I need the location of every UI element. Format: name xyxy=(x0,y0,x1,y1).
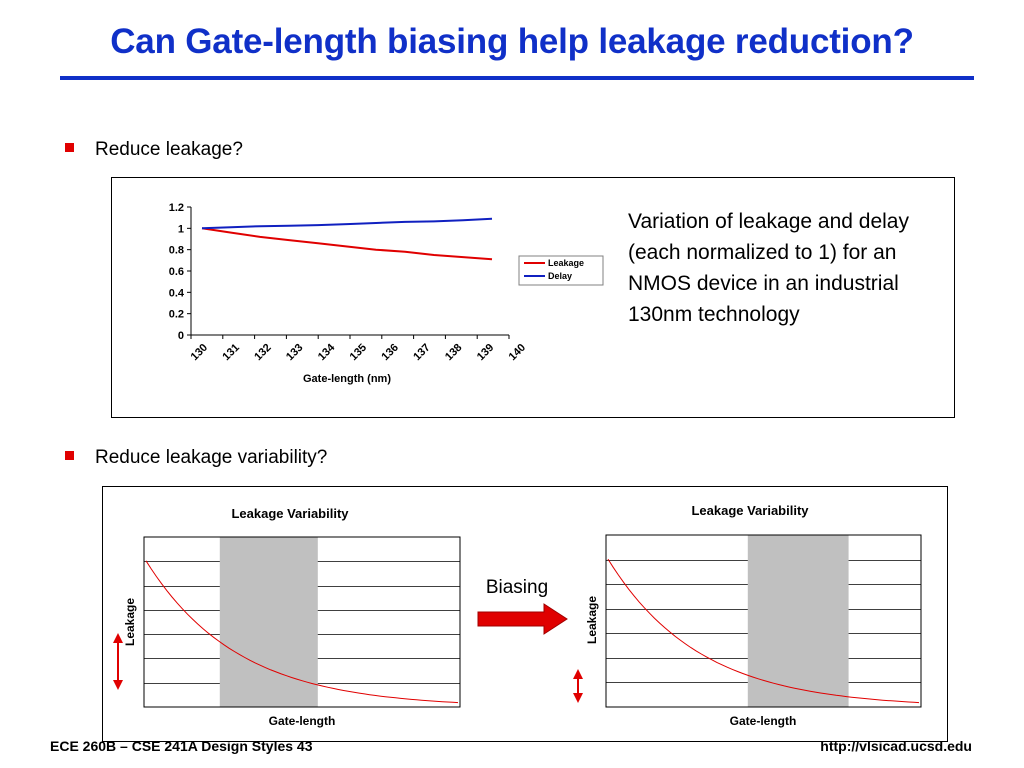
x-tick-label: 137 xyxy=(411,342,432,363)
right-plot-title: Leakage Variability xyxy=(691,503,809,518)
x-tick-label: 135 xyxy=(348,342,369,363)
right-variability-plot xyxy=(605,534,922,708)
y-tick-label: 0.4 xyxy=(169,287,185,299)
footer-url: http://vlsicad.ucsd.edu xyxy=(820,738,972,754)
leakage-curve xyxy=(607,558,920,704)
biasing-arrow-icon xyxy=(477,603,568,635)
bullet-reduce-leakage: Reduce leakage? xyxy=(95,139,243,160)
left-variability-plot xyxy=(143,536,461,708)
x-tick-label: 136 xyxy=(379,342,400,363)
series-line-delay xyxy=(201,217,493,230)
legend-delay-label: Delay xyxy=(548,271,572,281)
right-y-axis-label: Leakage xyxy=(585,596,599,644)
x-tick-label: 139 xyxy=(475,342,496,363)
x-axis-label: Gate-length (nm) xyxy=(303,373,391,385)
series-line-leakage xyxy=(201,227,493,261)
x-tick-label: 131 xyxy=(220,342,241,363)
y-tick-label: 0.6 xyxy=(169,266,184,278)
legend-leakage-label: Leakage xyxy=(548,258,584,268)
bullet-square-icon xyxy=(65,451,74,460)
leakage-delay-chart: 0 0.2 0.4 0.6 0.8 1 1.2 130 131 132 133 134 135 136 13… xyxy=(169,202,604,385)
variability-diagram: Leakage Variability Leakage Gate-length … xyxy=(113,503,922,728)
variation-band xyxy=(219,537,318,707)
left-x-axis-label: Gate-length xyxy=(269,714,336,728)
variation-band xyxy=(747,535,849,707)
y-tick-label: 0 xyxy=(178,330,184,342)
title-underline xyxy=(60,76,974,80)
x-tick-label: 140 xyxy=(507,342,528,363)
left-y-axis-label: Leakage xyxy=(123,598,137,646)
y-tick-label: 0.8 xyxy=(169,245,184,257)
chart-legend: Leakage Delay xyxy=(518,255,604,286)
footer-course: ECE 260B – CSE 241A Design Styles 43 xyxy=(50,738,313,754)
left-plot-title: Leakage Variability xyxy=(231,506,349,521)
y-tick-label: 0.2 xyxy=(169,309,184,321)
leakage-curve xyxy=(145,560,459,704)
x-tick-label: 134 xyxy=(316,341,338,363)
bullet-reduce-variability: Reduce leakage variability? xyxy=(95,447,328,468)
bullet-square-icon xyxy=(65,143,74,152)
x-tick-label: 132 xyxy=(252,342,273,363)
biasing-label: Biasing xyxy=(486,577,548,598)
right-x-axis-label: Gate-length xyxy=(730,714,797,728)
x-tick-label: 138 xyxy=(443,342,464,363)
slide-title: Can Gate-length biasing help leakage red… xyxy=(110,22,914,61)
chart-description: Variation of leakage and delay (each nor… xyxy=(628,210,909,326)
x-tick-label: 133 xyxy=(284,342,305,363)
chart-panel-leakage-delay xyxy=(111,177,955,418)
y-tick-label: 1.2 xyxy=(169,202,184,214)
y-tick-label: 1 xyxy=(178,223,184,235)
x-tick-label: 130 xyxy=(189,342,210,363)
